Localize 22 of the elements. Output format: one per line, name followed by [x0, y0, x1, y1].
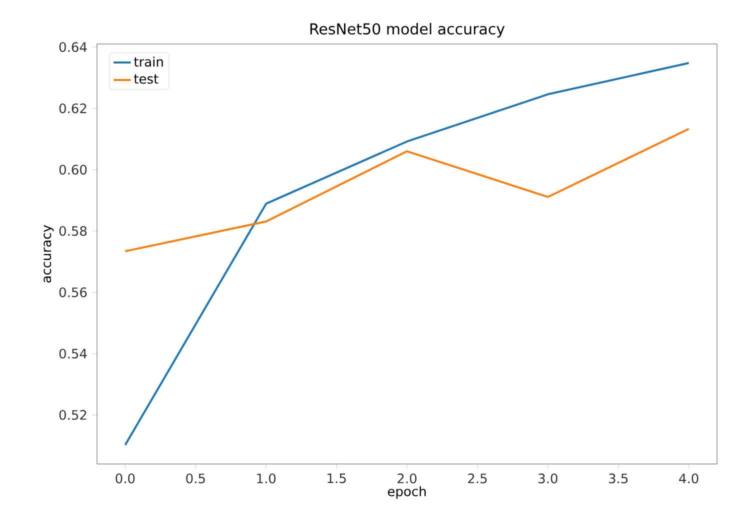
legend-label: train: [134, 56, 163, 67]
legend-label: test: [134, 74, 158, 84]
y-tick-label: 0.54: [59, 348, 87, 359]
y-tick-label: 0.62: [59, 103, 86, 114]
x-tick-label: 3.5: [609, 474, 628, 484]
y-tick-label: 0.60: [59, 164, 87, 175]
x-tick-label: 3.0: [538, 474, 558, 484]
y-axis-title: accuracy: [44, 225, 54, 283]
x-tick-label: 1.0: [257, 474, 276, 484]
x-tick-label: 2.5: [468, 474, 487, 484]
line-series: [124, 128, 690, 252]
x-tick-label: 0.0: [116, 474, 135, 484]
x-axis-title: epoch: [388, 486, 426, 499]
chart-title: ResNet50 model accuracy: [310, 22, 505, 38]
y-tick-label: 0.58: [59, 226, 87, 236]
x-tick-label: 2.0: [398, 474, 416, 484]
x-tick-label: 0.5: [186, 474, 205, 484]
x-tick-label: 4.0: [679, 474, 698, 484]
y-tick-label: 0.64: [59, 42, 87, 52]
y-tick-label: 0.56: [59, 287, 87, 298]
x-tick-label: 1.5: [328, 474, 346, 484]
y-tick-label: 0.52: [59, 410, 86, 420]
